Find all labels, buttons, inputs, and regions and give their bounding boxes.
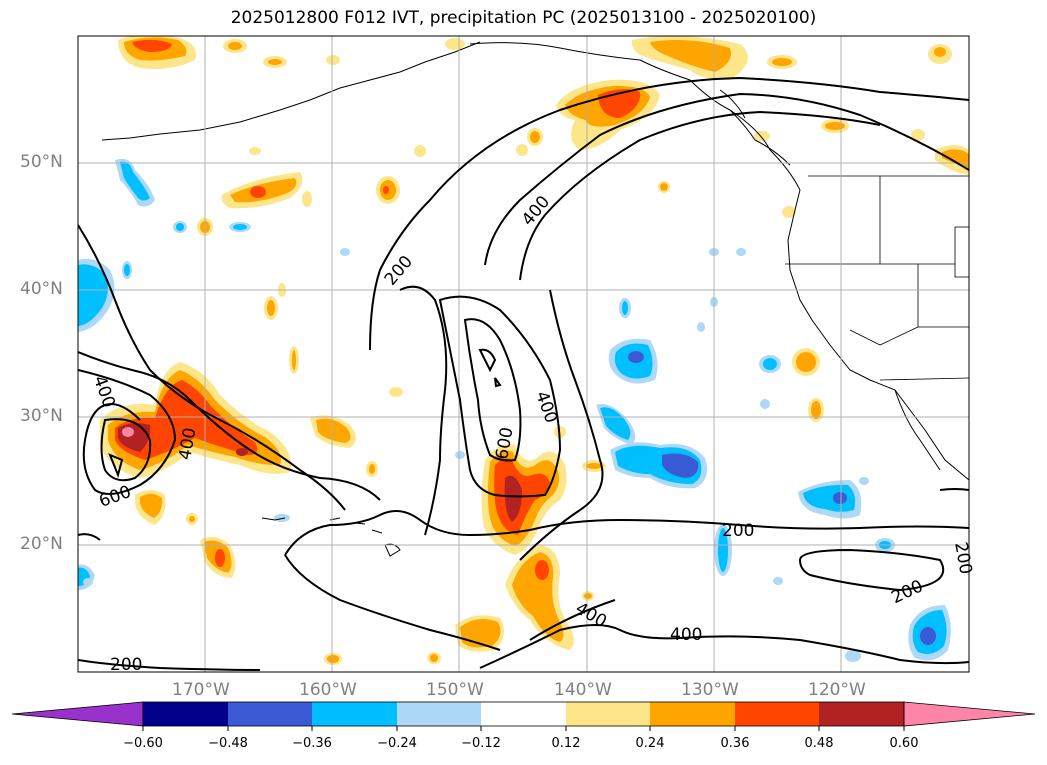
contour-label: 200	[722, 521, 754, 541]
colorbar-tick: 0.60	[889, 736, 919, 751]
colorbar-tick: −0.12	[461, 736, 501, 751]
lat-label: 50°N	[20, 152, 63, 172]
colorbar-tick: −0.48	[208, 736, 248, 751]
ivt-contours	[78, 76, 969, 671]
colorbar-extend-right	[903, 701, 1036, 727]
lat-label: 20°N	[20, 534, 63, 554]
graticule	[78, 36, 969, 672]
lat-label: 30°N	[20, 406, 63, 426]
colorbar-extend-left	[11, 701, 144, 727]
lon-label: 120°W	[808, 680, 866, 700]
lon-label: 160°W	[299, 680, 357, 700]
colorbar-tick: −0.60	[123, 736, 163, 751]
lon-label: 170°W	[172, 680, 230, 700]
borders	[785, 175, 969, 381]
colorbar-tick: 0.36	[720, 736, 750, 751]
colorbar-tick: 0.24	[635, 736, 665, 751]
lon-label: 140°W	[554, 680, 612, 700]
contour-label: 400	[670, 625, 702, 645]
colorbar-tick: −0.36	[292, 736, 332, 751]
lon-label: 130°W	[681, 680, 739, 700]
colorbar-tick: 0.48	[804, 736, 834, 751]
colorbar-tick: −0.24	[377, 736, 417, 751]
contour-label: 200	[110, 655, 142, 675]
precip-negative-anomalies	[78, 158, 951, 662]
colorbar	[11, 701, 1036, 731]
lat-label: 40°N	[20, 279, 63, 299]
coastlines	[101, 41, 969, 557]
lon-label: 150°W	[426, 680, 484, 700]
plot-frame	[77, 35, 970, 673]
colorbar-tick: 0.12	[551, 736, 581, 751]
map-title: 2025012800 F012 IVT, precipitation PC (2…	[230, 8, 817, 28]
